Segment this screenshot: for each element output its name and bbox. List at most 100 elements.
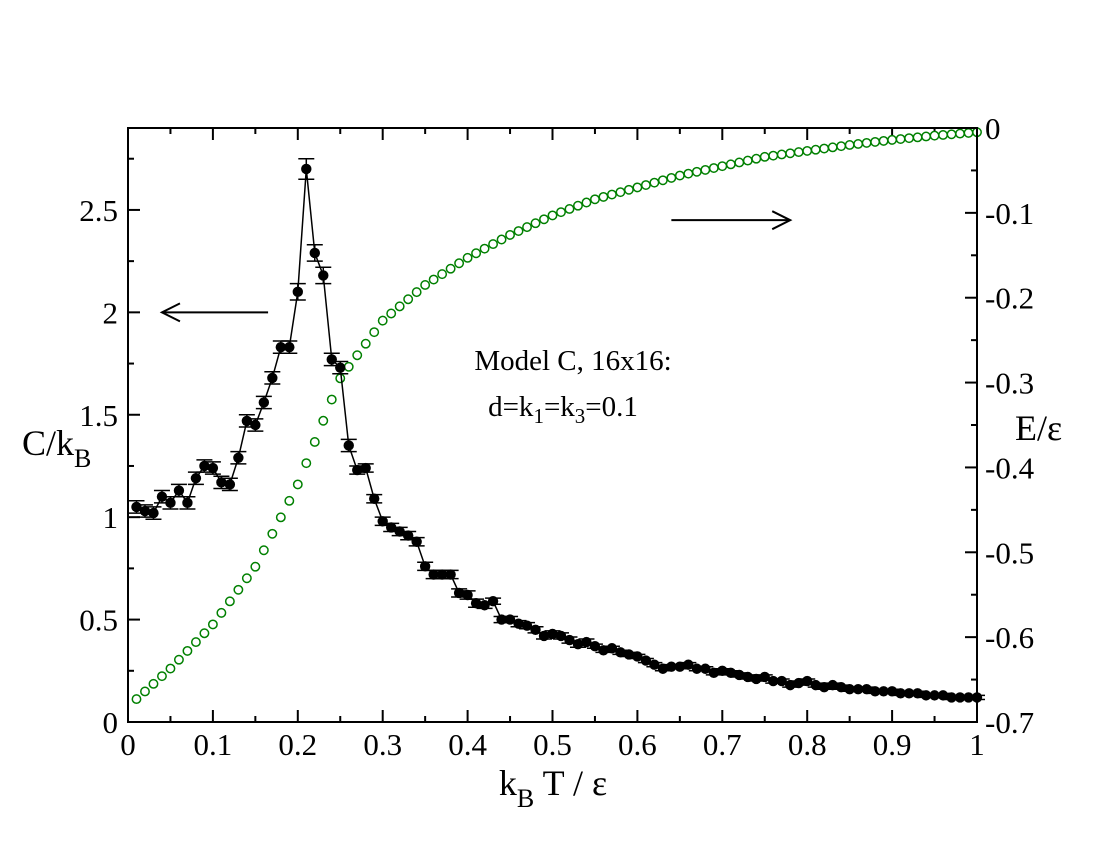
specific-heat-point <box>241 415 253 427</box>
specific-heat-point <box>802 675 813 687</box>
specific-heat-point <box>954 692 966 703</box>
energy-point <box>165 663 176 674</box>
energy-point <box>904 133 915 144</box>
specific-heat-point <box>275 341 287 353</box>
energy-point <box>157 671 167 682</box>
energy-point <box>284 495 295 506</box>
left-axis-arrow <box>159 302 269 323</box>
specific-heat-point <box>377 516 388 527</box>
specific-heat-point <box>903 688 915 699</box>
plot-frame <box>127 127 978 723</box>
specific-heat-point <box>751 673 762 685</box>
energy-point <box>360 338 371 349</box>
axis-arrows <box>159 210 793 323</box>
energy-point <box>946 129 957 140</box>
energy-point <box>921 131 932 142</box>
specific-heat-point <box>250 419 261 431</box>
specific-heat-point <box>700 663 711 674</box>
energy-point <box>819 143 830 154</box>
energy-point <box>929 130 940 141</box>
y-left-tick-label: 1.5 <box>79 398 118 433</box>
energy-point <box>717 161 728 172</box>
energy-point <box>377 315 388 326</box>
specific-heat-point <box>572 638 584 650</box>
specific-heat-point <box>937 690 949 701</box>
energy-point <box>428 274 439 285</box>
arrow-head <box>771 210 793 231</box>
energy-point <box>369 327 380 338</box>
specific-heat-point <box>734 669 745 681</box>
tick-labels: 0 0.1 0.2 0.3 0.4 0.5 0.6 0.7 0.8 0.9 1 0 0.5 1 1.5 2 2.… <box>79 111 1034 762</box>
specific-heat-points <box>131 163 983 703</box>
specific-heat-point <box>335 362 346 373</box>
specific-heat-point <box>632 651 643 662</box>
specific-heat-point <box>793 677 804 689</box>
y-left-tick-label: 1 <box>103 500 119 535</box>
specific-heat-point <box>462 589 473 601</box>
specific-heat-point <box>861 684 872 695</box>
energy-point <box>454 258 465 269</box>
energy-point <box>725 159 736 170</box>
specific-heat-point <box>292 286 303 298</box>
y-right-tick-label: -0.2 <box>985 281 1034 316</box>
energy-point <box>479 243 490 254</box>
energy-point <box>182 645 193 656</box>
energy-point <box>403 294 414 305</box>
specific-heat-point <box>419 561 431 572</box>
specific-heat-point <box>555 630 567 642</box>
energy-point <box>573 200 583 211</box>
energy-point <box>530 218 541 229</box>
energy-point <box>207 619 218 630</box>
energy-point <box>488 239 499 250</box>
energy-series <box>131 127 982 705</box>
energy-point <box>895 134 906 144</box>
energy-point <box>802 145 813 156</box>
energy-point <box>309 437 320 447</box>
annotation-parameters: d=k1=k3=0.1 <box>488 391 638 428</box>
specific-heat-curve <box>136 168 977 699</box>
specific-heat-point <box>131 501 142 513</box>
energy-point <box>776 149 787 160</box>
specific-heat-point <box>818 681 830 693</box>
specific-heat-point <box>487 595 499 607</box>
specific-heat-point <box>165 497 176 509</box>
energy-point <box>326 394 337 405</box>
energy-point <box>640 180 651 190</box>
energy-point <box>751 153 762 164</box>
specific-heat-point <box>496 614 507 625</box>
specific-heat-point <box>182 497 193 509</box>
specific-heat-point <box>402 530 414 541</box>
energy-point <box>836 141 847 152</box>
specific-heat-point <box>920 690 932 701</box>
x-tick-label: 0.8 <box>788 727 827 762</box>
specific-heat-point <box>827 679 838 691</box>
specific-heat-line <box>136 168 977 699</box>
energy-point <box>870 136 881 147</box>
y-right-tick-label: -0.7 <box>985 705 1034 740</box>
specific-heat-point <box>912 688 923 699</box>
specific-heat-point <box>547 628 558 640</box>
x-tick-label: 0.9 <box>873 727 912 762</box>
specific-heat-point <box>776 675 787 687</box>
energy-point <box>606 189 617 200</box>
specific-heat-point <box>691 663 703 674</box>
energy-point <box>853 139 864 149</box>
energy-point <box>140 686 150 697</box>
energy-point <box>556 207 566 218</box>
energy-point <box>199 628 210 639</box>
specific-heat-point <box>258 397 270 408</box>
energy-point <box>471 248 482 259</box>
energy-point <box>148 678 159 689</box>
energy-point <box>564 204 575 214</box>
specific-heat-point <box>173 485 185 496</box>
specific-heat-point <box>895 688 906 699</box>
specific-heat-point <box>521 620 533 631</box>
specific-heat-point <box>640 655 652 666</box>
energy-point <box>793 147 804 158</box>
specific-heat-point <box>233 452 244 463</box>
specific-heat-point <box>156 491 168 502</box>
specific-heat-point <box>581 636 592 648</box>
specific-heat-point <box>589 641 601 652</box>
specific-heat-point <box>199 460 210 472</box>
specific-heat-point <box>869 686 881 697</box>
